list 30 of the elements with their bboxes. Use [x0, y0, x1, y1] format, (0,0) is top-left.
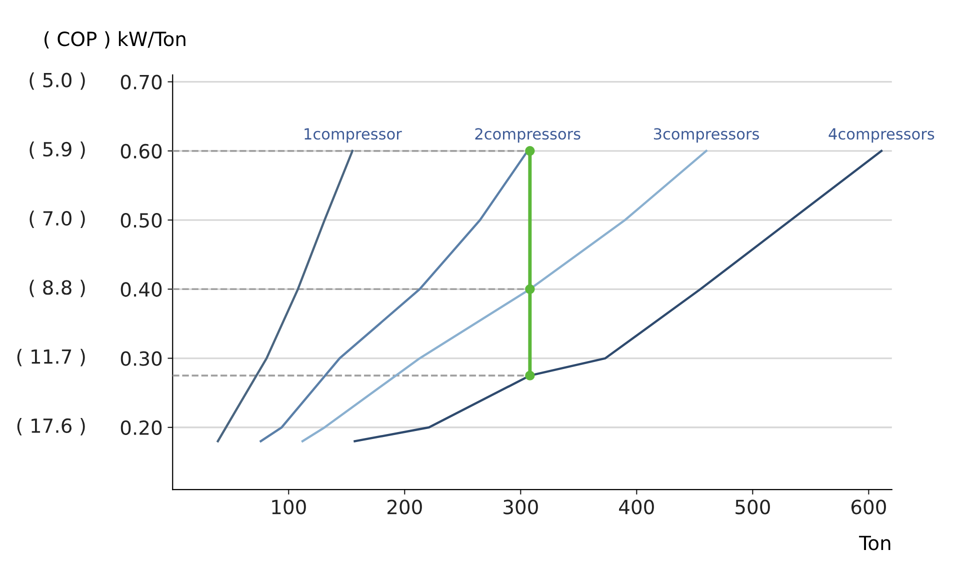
series-label: 1compressor	[304, 128, 402, 143]
text: ( 8.8 )	[30, 280, 85, 298]
y-tick-label: 0.70	[120, 74, 162, 90]
line-series	[354, 150, 883, 442]
x-tick-label: 500	[736, 500, 770, 514]
y-tick-label: 0.50	[120, 212, 162, 228]
x-tick-label: 600	[851, 500, 886, 514]
point	[525, 284, 535, 294]
x-tick-label: 400	[619, 500, 654, 514]
y-tick-label: 0.40	[120, 282, 162, 297]
line-series	[301, 150, 708, 442]
series-label: 3compressors	[654, 128, 759, 143]
x-tick-label: 300	[504, 500, 538, 514]
text: ( 17.6 )	[17, 418, 85, 436]
y-axis-title: ( COP ) kW/Ton	[44, 31, 186, 49]
text: ( 5.0 )	[30, 72, 85, 90]
text: ( 7.0 )	[30, 210, 85, 228]
y-tick-label: 0.30	[120, 351, 162, 366]
y-tick-label: 0.60	[120, 144, 162, 159]
line-series	[216, 150, 354, 442]
text: ( 11.7 )	[17, 348, 85, 366]
point	[525, 146, 535, 156]
y-tick-label: 0.20	[120, 420, 162, 436]
x-tick-label: 200	[388, 500, 422, 514]
series-label: 2compressors	[475, 128, 580, 143]
text: ( 5.9 )	[30, 142, 85, 159]
x-axis-title: Ton	[859, 536, 890, 550]
point	[525, 370, 535, 380]
x-tick-label: 100	[272, 500, 306, 514]
series-label: 4compressors	[828, 128, 934, 143]
